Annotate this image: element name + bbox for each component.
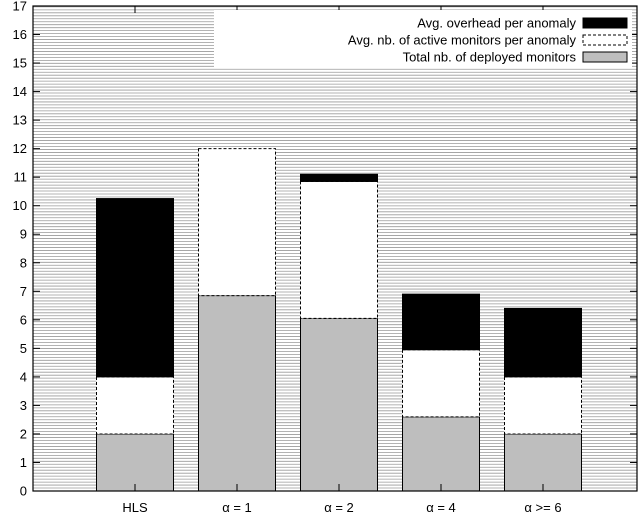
y-tick-label-1: 1 bbox=[20, 455, 27, 470]
y-tick-label-17: 17 bbox=[13, 0, 27, 14]
legend-swatch-2 bbox=[582, 51, 628, 63]
legend: Avg. overhead per anomaly Avg. nb. of act… bbox=[214, 10, 632, 68]
bar-segment-0-1 bbox=[198, 295, 276, 492]
legend-label-0: Avg. overhead per anomaly bbox=[417, 16, 576, 31]
y-tick-label-7: 7 bbox=[20, 284, 27, 299]
x-tick-label-3: α = 4 bbox=[426, 500, 456, 515]
y-tick-label-9: 9 bbox=[20, 227, 27, 242]
bar-segment-0-3 bbox=[402, 416, 480, 492]
x-tick-label-1: α = 1 bbox=[222, 500, 252, 515]
x-tick-label-0: HLS bbox=[122, 500, 148, 515]
y-tick-label-3: 3 bbox=[20, 398, 27, 413]
bar-segment-1-4 bbox=[504, 376, 582, 435]
bar-segment-2-4 bbox=[504, 307, 582, 378]
bar-segment-0-2 bbox=[300, 317, 378, 492]
legend-label-2: Total nb. of deployed monitors bbox=[403, 50, 577, 65]
bar-segment-2-2 bbox=[300, 173, 378, 182]
bar-segment-1-3 bbox=[402, 349, 480, 418]
bar-segment-2-3 bbox=[402, 293, 480, 351]
x-axis-ticks: HLS α = 1 α = 2 α = 4 α >= 6 bbox=[122, 6, 562, 515]
bars-group bbox=[96, 148, 582, 492]
x-tick-label-2: α = 2 bbox=[324, 500, 354, 515]
y-tick-label-10: 10 bbox=[13, 198, 27, 213]
legend-label-1: Avg. nb. of active monitors per anomaly bbox=[348, 33, 577, 48]
y-tick-label-6: 6 bbox=[20, 312, 27, 327]
legend-swatch-0 bbox=[582, 17, 628, 29]
y-tick-label-11: 11 bbox=[14, 170, 28, 185]
y-tick-label-4: 4 bbox=[20, 369, 27, 384]
x-tick-label-4: α >= 6 bbox=[524, 500, 561, 515]
y-tick-label-0: 0 bbox=[20, 484, 27, 499]
y-tick-label-12: 12 bbox=[13, 141, 27, 156]
bar-segment-0-4 bbox=[504, 433, 582, 492]
y-tick-label-8: 8 bbox=[20, 255, 27, 270]
bar-segment-1-0 bbox=[96, 376, 174, 435]
legend-swatch-1 bbox=[582, 34, 628, 46]
y-tick-label-15: 15 bbox=[13, 56, 27, 71]
bar-segment-1-1 bbox=[198, 148, 276, 297]
y-tick-label-16: 16 bbox=[13, 27, 27, 42]
bar-segment-2-0 bbox=[96, 198, 174, 378]
y-tick-label-5: 5 bbox=[20, 341, 27, 356]
y-tick-label-2: 2 bbox=[20, 426, 27, 441]
y-tick-label-13: 13 bbox=[13, 113, 27, 128]
bar-segment-1-2 bbox=[300, 180, 378, 319]
y-tick-label-14: 14 bbox=[13, 84, 27, 99]
plot-frame bbox=[32, 5, 638, 492]
axes-group bbox=[32, 5, 638, 492]
bar-segment-0-0 bbox=[96, 433, 174, 492]
legend-background bbox=[214, 10, 632, 68]
